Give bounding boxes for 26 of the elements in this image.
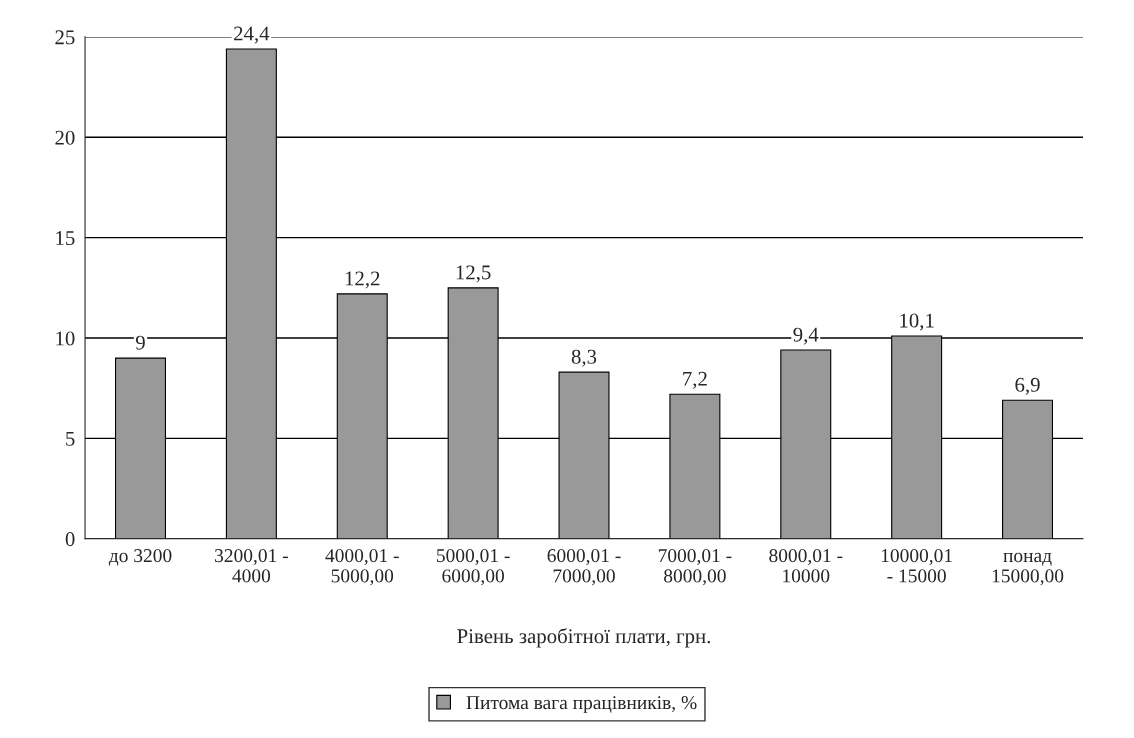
data-label: 6,9	[1015, 377, 1040, 395]
data-label: 24,4	[234, 26, 270, 44]
legend-label: Питома вага працівників, %	[466, 696, 697, 714]
y-tick-label: 0	[65, 532, 75, 547]
y-tick-label: 5	[66, 431, 75, 446]
data-label: 9,4	[793, 327, 819, 345]
data-label: 10,1	[900, 313, 934, 331]
x-tick-label: 7000,01 - 8000,00	[658, 549, 732, 586]
x-tick-label: 5000,01 - 6000,00	[437, 549, 510, 586]
data-label: 9	[135, 335, 145, 350]
data-label: 12,2	[345, 271, 380, 289]
y-tick-label: 20	[55, 130, 75, 145]
x-tick-label: 3200,01 - 4000	[215, 549, 288, 583]
x-tick-label: 4000,01 - 5000,00	[325, 549, 399, 586]
y-tick-label: 25	[55, 30, 75, 45]
x-tick-label: 6000,01 - 7000,00	[547, 549, 621, 586]
data-label: 7,2	[683, 371, 707, 389]
x-axis-title: Рівень заробітної плати, грн.	[457, 628, 711, 648]
y-tick-label: 15	[56, 231, 75, 246]
y-tick-label: 10	[56, 331, 75, 346]
x-tick-label: 8000,01 - 10000	[769, 549, 843, 583]
data-label: 12,5	[456, 265, 491, 283]
x-tick-label: понад 15000,00	[992, 552, 1064, 586]
data-label: 8,3	[571, 349, 597, 367]
x-tick-label: до 3200	[108, 549, 172, 566]
x-tick-label: 10000,01 - 15000	[881, 549, 952, 583]
